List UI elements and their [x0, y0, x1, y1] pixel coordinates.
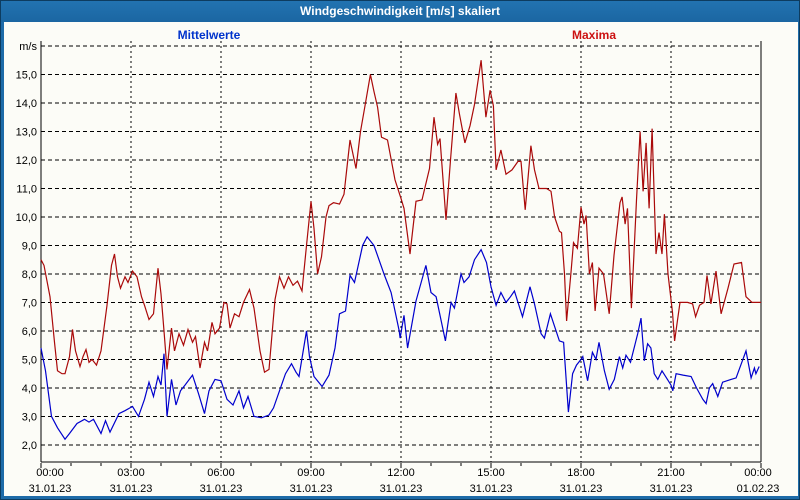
y-tick-label: 12,0: [16, 155, 37, 167]
y-tick-label: 13,0: [16, 126, 37, 138]
legend-max-label: Maxima: [571, 28, 617, 42]
y-tick-label: 6,0: [22, 326, 37, 338]
y-axis-unit-label: m/s: [19, 41, 37, 53]
y-tick-label: 4,0: [22, 383, 37, 395]
series-line-mittelwerte: [40, 235, 760, 441]
legend-mean-label: Mittelwerte: [177, 28, 241, 42]
series-line-maxima: [40, 60, 761, 375]
x-tick-date-label: 31.01.23: [110, 483, 153, 495]
wind-speed-chart: m/s 15,0 14,0 13,0 12,0 11,0 10,0 9,0 8,0 7,0 6,0 5…: [16, 41, 780, 495]
y-tick-label: 9,0: [22, 240, 37, 252]
x-tick-time-label: 18:00: [567, 467, 595, 479]
y-tick-label: 11,0: [16, 183, 37, 195]
x-tick-time-label: 12:00: [387, 467, 415, 479]
x-tick-date-label: 31.01.23: [470, 483, 513, 495]
x-tick-date-label: 01.02.23: [737, 483, 780, 495]
x-tick-date-label: 31.01.23: [29, 483, 72, 495]
y-tick-label: 2,0: [22, 440, 37, 452]
x-tick-time-label: 00:00: [36, 467, 64, 479]
x-tick-date-label: 31.01.23: [200, 483, 243, 495]
x-tick-time-label: 21:00: [657, 467, 685, 479]
x-tick-time-label: 03:00: [117, 467, 145, 479]
x-tick-time-label: 00:00: [744, 467, 772, 479]
x-tick-time-label: 09:00: [297, 467, 325, 479]
y-tick-label: 10,0: [16, 212, 37, 224]
x-tick-time-label: 06:00: [207, 467, 235, 479]
x-tick-time-label: 15:00: [477, 467, 505, 479]
y-tick-label: 3,0: [22, 411, 37, 423]
x-tick-date-label: 31.01.23: [560, 483, 603, 495]
y-tick-label: 8,0: [22, 269, 37, 281]
y-tick-label: 7,0: [22, 297, 37, 309]
y-tick-label: 5,0: [22, 354, 37, 366]
x-tick-date-label: 31.01.23: [290, 483, 333, 495]
y-tick-label: 14,0: [16, 98, 37, 110]
y-tick-label: 15,0: [16, 69, 37, 81]
x-tick-date-label: 31.01.23: [380, 483, 423, 495]
window-title: Windgeschwindigkeit [m/s] skaliert: [300, 4, 500, 18]
chart-client-area: Mittelwerte Maxima m/s 15,0 14,0 13,0 12,0 11…: [4, 22, 798, 496]
x-tick-date-label: 31.01.23: [650, 483, 693, 495]
window-titlebar[interactable]: Windgeschwindigkeit [m/s] skaliert: [1, 1, 799, 22]
